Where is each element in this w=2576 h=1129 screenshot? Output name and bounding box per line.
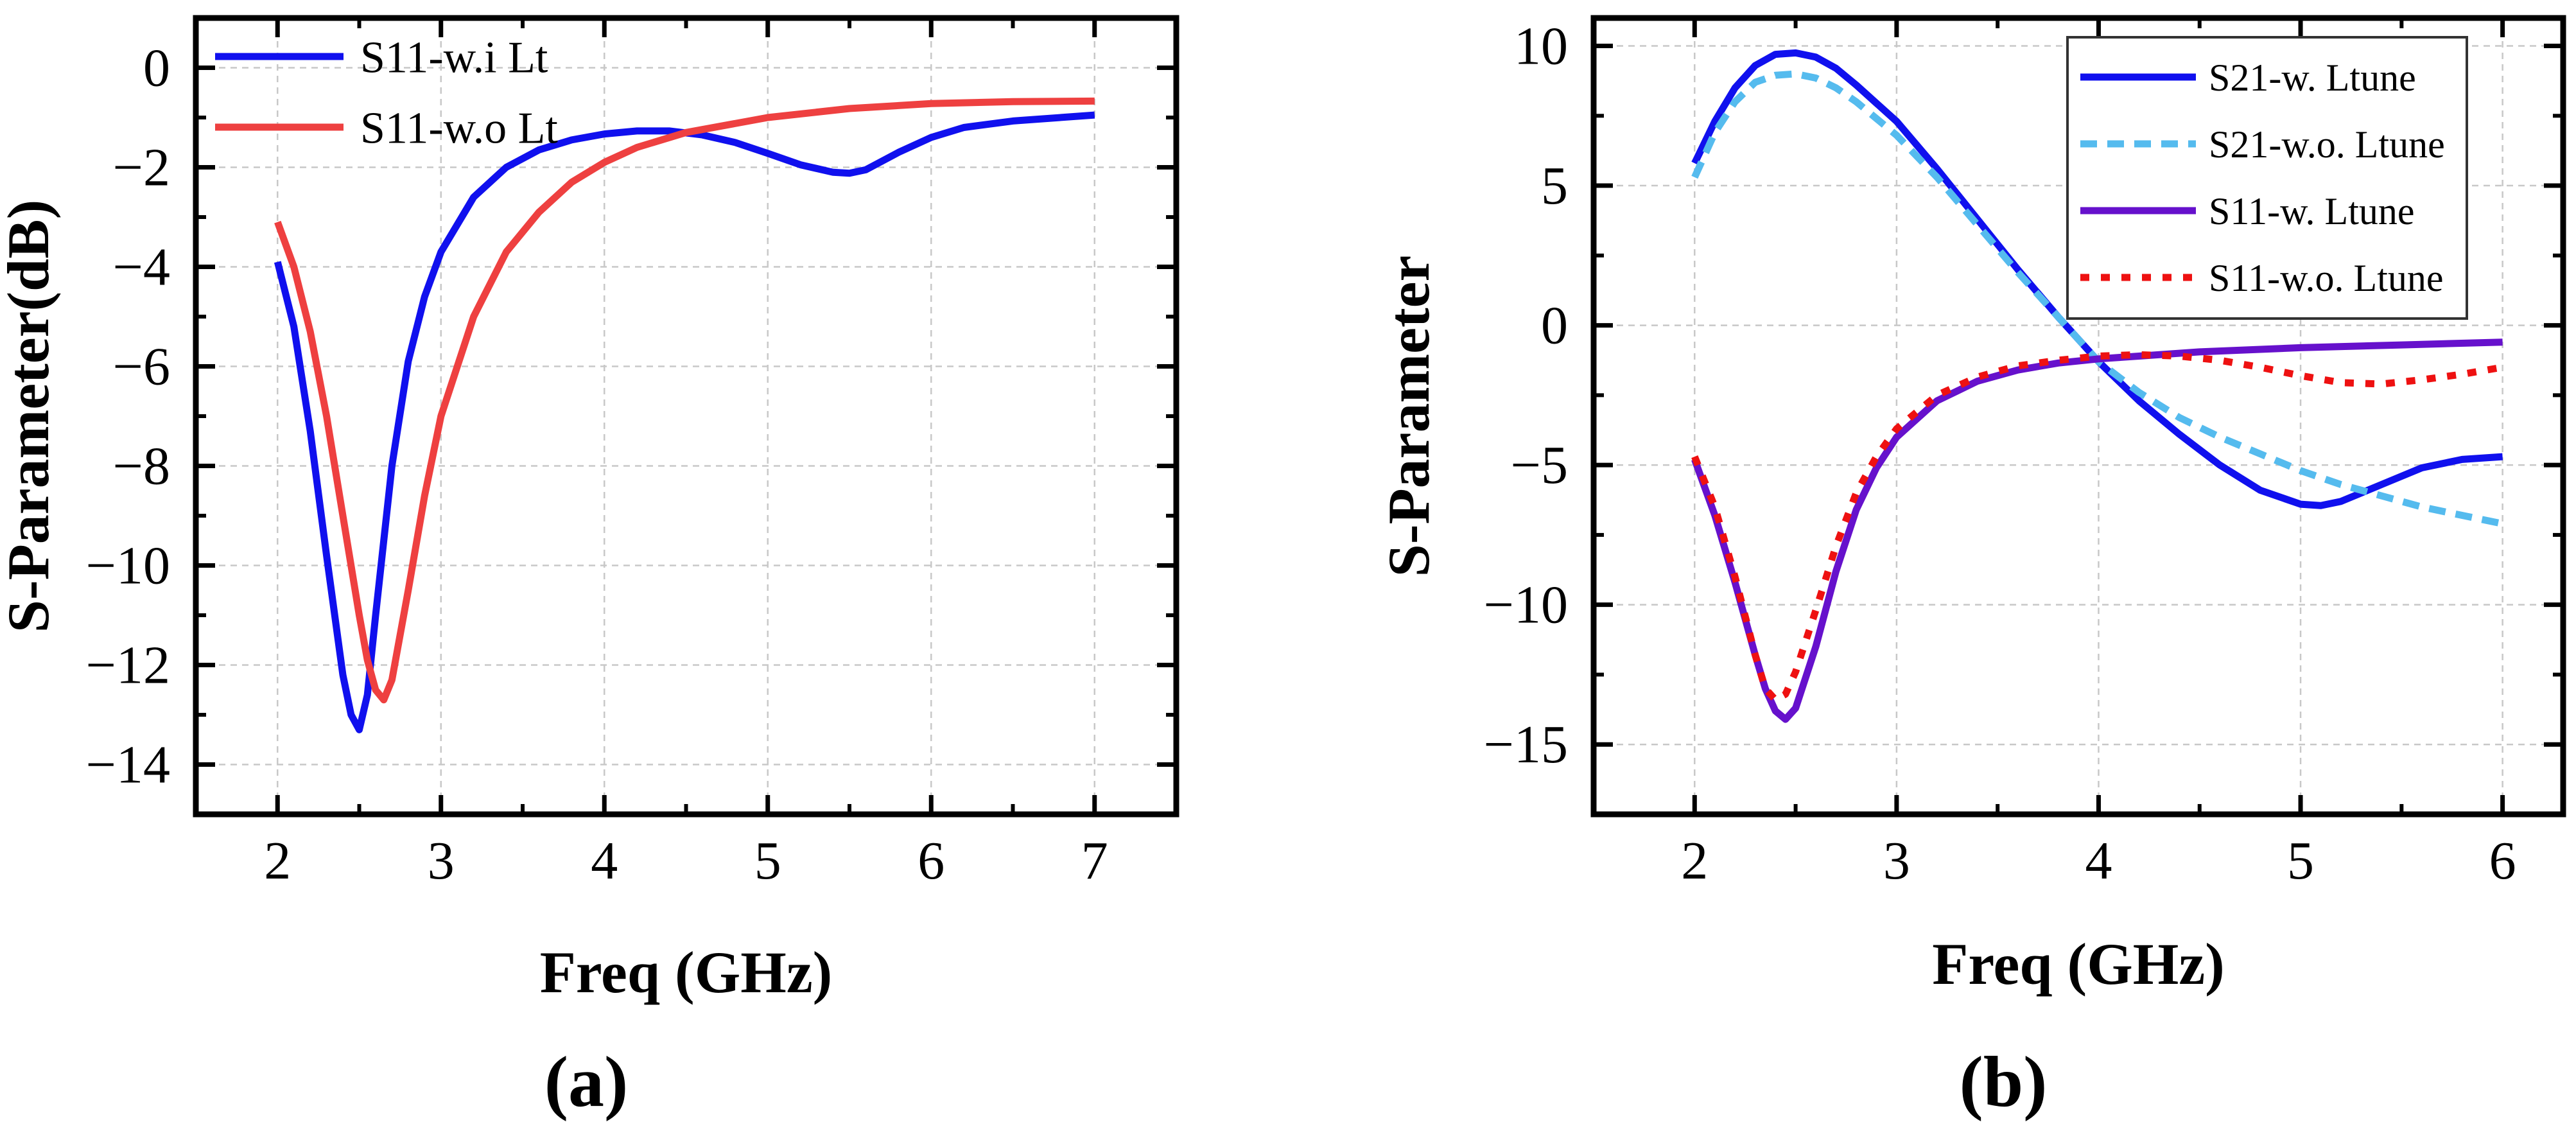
panel-label: (a) [544, 1042, 629, 1122]
y-axis-label: S-Parameter(dB) [0, 200, 61, 633]
series-line-s11-w-i-lt [274, 111, 1095, 733]
x-tick-label: 2 [264, 831, 291, 891]
x-axis-label: Freq (GHz) [540, 940, 833, 1005]
x-tick-label: 6 [2489, 831, 2516, 891]
x-tick-label: 3 [1883, 831, 1910, 891]
legend-label: S11-w.o Lt [360, 104, 558, 153]
y-tick-label: −12 [86, 636, 170, 696]
y-tick-label: −2 [113, 138, 170, 198]
x-tick-label: 6 [918, 831, 944, 891]
x-axis-label: Freq (GHz) [1932, 931, 2225, 997]
legend-frame [2066, 36, 2468, 320]
plot-frame [193, 15, 1179, 818]
x-tick-label: 4 [591, 831, 618, 891]
series-line-s11-w-o-lt [274, 97, 1095, 704]
y-tick-label: 5 [1541, 156, 1568, 216]
x-tick-label: 5 [2287, 831, 2314, 891]
y-tick-label: −5 [1511, 435, 1568, 495]
y-tick-label: −10 [1484, 575, 1568, 635]
legend: S21-w. Ltune S21-w.o. Ltune S11-w. Ltune S1… [2066, 36, 2468, 320]
y-tick-label: −4 [113, 238, 170, 297]
legend-label: S11-w. Ltune [2209, 190, 2415, 232]
y-tick-label: −15 [1484, 715, 1568, 775]
legend: S11-w.i Lt S11-w.o Lt [215, 33, 558, 153]
panel-label: (b) [1960, 1042, 2048, 1122]
y-tick-label: −6 [113, 337, 170, 397]
y-tick-label: 0 [1541, 296, 1568, 356]
x-tick-label: 7 [1081, 831, 1108, 891]
y-tick-label: 10 [1514, 17, 1568, 76]
x-tick-label: 4 [2085, 831, 2112, 891]
y-tick-label: −14 [86, 735, 170, 795]
plot-frame [1590, 15, 2566, 818]
y-axis-label: S-Parameter [1376, 256, 1441, 577]
y-tick-label: 0 [143, 39, 170, 98]
x-tick-label: 5 [754, 831, 781, 891]
legend-label: S11-w.i Lt [360, 33, 548, 83]
series-line-s11-w-o-ltune [1691, 351, 2503, 704]
x-tick-label: 3 [428, 831, 455, 891]
legend-label: S21-w. Ltune [2209, 57, 2416, 99]
legend-label: S21-w.o. Ltune [2209, 123, 2445, 166]
x-tick-label: 2 [1681, 831, 1708, 891]
y-tick-label: −10 [86, 536, 170, 596]
legend-label: S11-w.o. Ltune [2209, 257, 2444, 299]
panel-b-chart: 2 3 4 5 6 10 5 0 −5 −10 −15 Freq (GHz) S-Parameter (b… [1376, 15, 2566, 1122]
y-tick-label: −8 [113, 437, 170, 496]
series-line-s21-w-o-ltune [1691, 70, 2503, 527]
panel-a-chart: 2 3 4 5 6 7 0 −2 −4 −6 −8 −10 −12 −14 Freq (GHz) S-Para… [0, 15, 1179, 1122]
